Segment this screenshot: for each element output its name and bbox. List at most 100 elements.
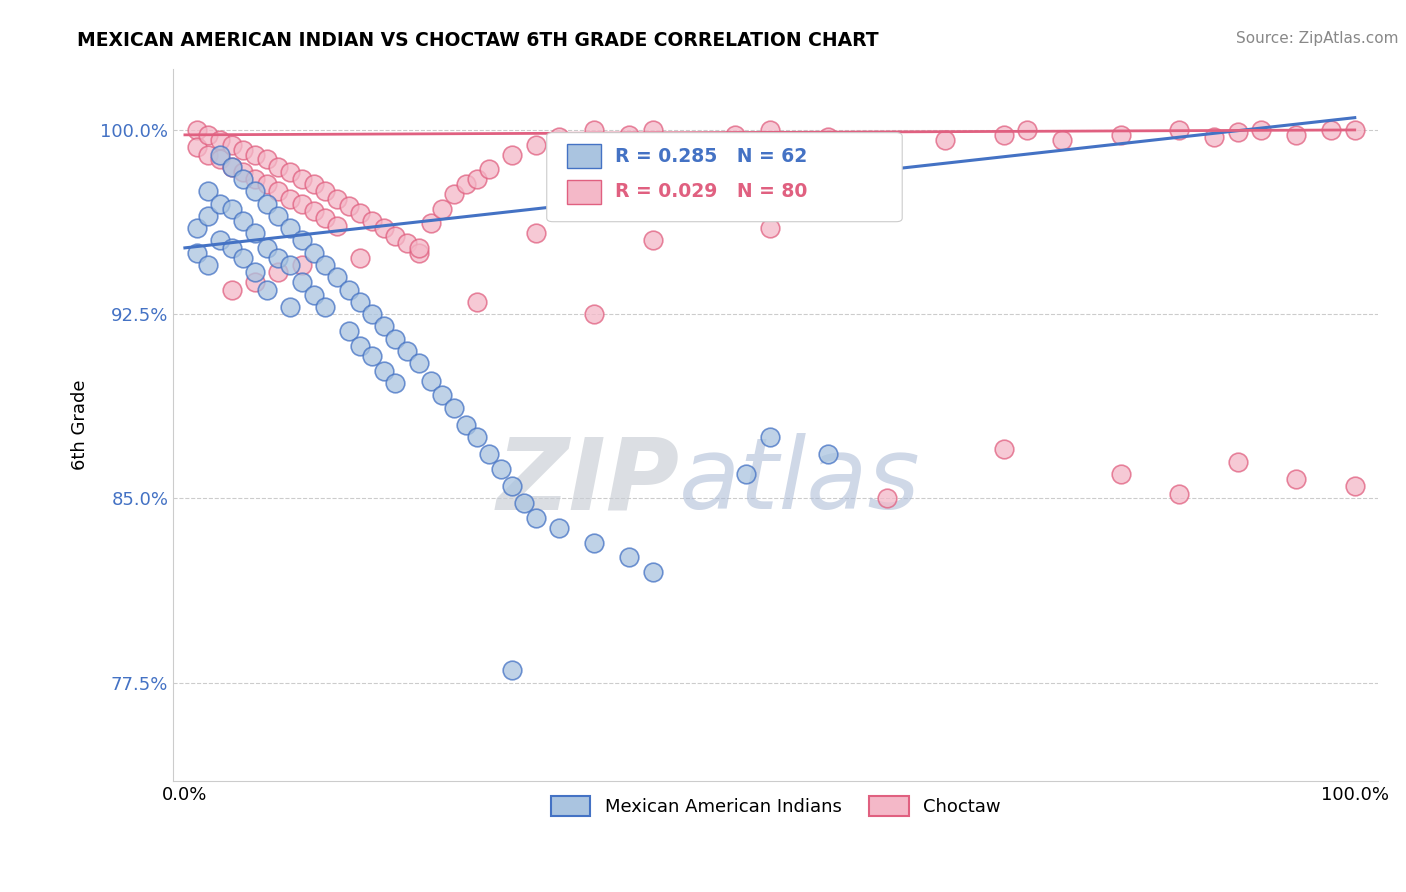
- Point: [1109, 128, 1132, 142]
- Point: [291, 258, 314, 272]
- Point: [993, 128, 1015, 142]
- Text: R = 0.285   N = 62: R = 0.285 N = 62: [616, 147, 807, 166]
- Point: [524, 137, 547, 152]
- Point: [876, 137, 898, 152]
- Point: [208, 196, 231, 211]
- Point: [443, 401, 465, 415]
- Text: atlas: atlas: [679, 434, 921, 530]
- Point: [1320, 123, 1343, 137]
- Point: [291, 234, 314, 248]
- Point: [221, 137, 243, 152]
- Point: [384, 376, 406, 390]
- Point: [256, 241, 278, 255]
- Point: [221, 160, 243, 174]
- Point: [302, 245, 325, 260]
- Point: [197, 147, 219, 161]
- Point: [361, 214, 384, 228]
- Point: [454, 417, 477, 432]
- Point: [267, 160, 290, 174]
- Point: [759, 221, 782, 235]
- Point: [208, 147, 231, 161]
- Point: [396, 344, 419, 359]
- Point: [221, 283, 243, 297]
- Point: [221, 241, 243, 255]
- Point: [548, 521, 571, 535]
- Point: [208, 133, 231, 147]
- Point: [1226, 125, 1249, 139]
- Point: [619, 550, 641, 565]
- Point: [243, 147, 266, 161]
- Point: [454, 177, 477, 191]
- Point: [408, 356, 430, 370]
- Text: R = 0.029   N = 80: R = 0.029 N = 80: [616, 183, 808, 202]
- Point: [302, 287, 325, 301]
- Point: [243, 185, 266, 199]
- Point: [361, 349, 384, 363]
- Bar: [567, 145, 600, 169]
- Point: [419, 374, 441, 388]
- Point: [384, 332, 406, 346]
- Point: [467, 430, 489, 444]
- Point: [349, 339, 371, 353]
- Point: [326, 192, 349, 206]
- Point: [256, 196, 278, 211]
- Point: [735, 467, 758, 481]
- Legend: Mexican American Indians, Choctaw: Mexican American Indians, Choctaw: [541, 787, 1010, 825]
- Point: [197, 209, 219, 223]
- Point: [759, 123, 782, 137]
- Point: [302, 177, 325, 191]
- Point: [641, 123, 664, 137]
- Point: [314, 185, 336, 199]
- Point: [267, 209, 290, 223]
- Point: [419, 216, 441, 230]
- Point: [291, 275, 314, 289]
- Point: [278, 258, 301, 272]
- Point: [1204, 130, 1226, 145]
- Point: [432, 202, 454, 216]
- Point: [186, 245, 208, 260]
- Point: [278, 192, 301, 206]
- Point: [267, 265, 290, 279]
- Point: [256, 283, 278, 297]
- Point: [291, 172, 314, 186]
- Y-axis label: 6th Grade: 6th Grade: [72, 379, 89, 470]
- Point: [373, 364, 395, 378]
- Point: [934, 133, 956, 147]
- Point: [467, 172, 489, 186]
- Point: [1168, 486, 1191, 500]
- Point: [373, 221, 395, 235]
- Point: [314, 300, 336, 314]
- Point: [1344, 479, 1367, 493]
- Point: [243, 265, 266, 279]
- Point: [1285, 472, 1308, 486]
- Point: [489, 462, 512, 476]
- Point: [501, 479, 523, 493]
- FancyBboxPatch shape: [547, 133, 903, 222]
- Point: [583, 307, 606, 321]
- Point: [548, 130, 571, 145]
- Point: [256, 153, 278, 167]
- Point: [993, 442, 1015, 457]
- Point: [408, 245, 430, 260]
- Point: [337, 283, 360, 297]
- Point: [278, 221, 301, 235]
- Point: [478, 447, 501, 461]
- Point: [243, 226, 266, 240]
- Point: [408, 241, 430, 255]
- Point: [256, 177, 278, 191]
- Point: [641, 234, 664, 248]
- Point: [396, 235, 419, 250]
- Point: [759, 430, 782, 444]
- Point: [267, 251, 290, 265]
- Point: [1109, 467, 1132, 481]
- Text: Source: ZipAtlas.com: Source: ZipAtlas.com: [1236, 31, 1399, 46]
- Point: [583, 123, 606, 137]
- Point: [221, 202, 243, 216]
- Point: [197, 258, 219, 272]
- Point: [817, 130, 839, 145]
- Point: [326, 219, 349, 233]
- Point: [291, 196, 314, 211]
- Point: [524, 226, 547, 240]
- Point: [619, 128, 641, 142]
- Point: [349, 251, 371, 265]
